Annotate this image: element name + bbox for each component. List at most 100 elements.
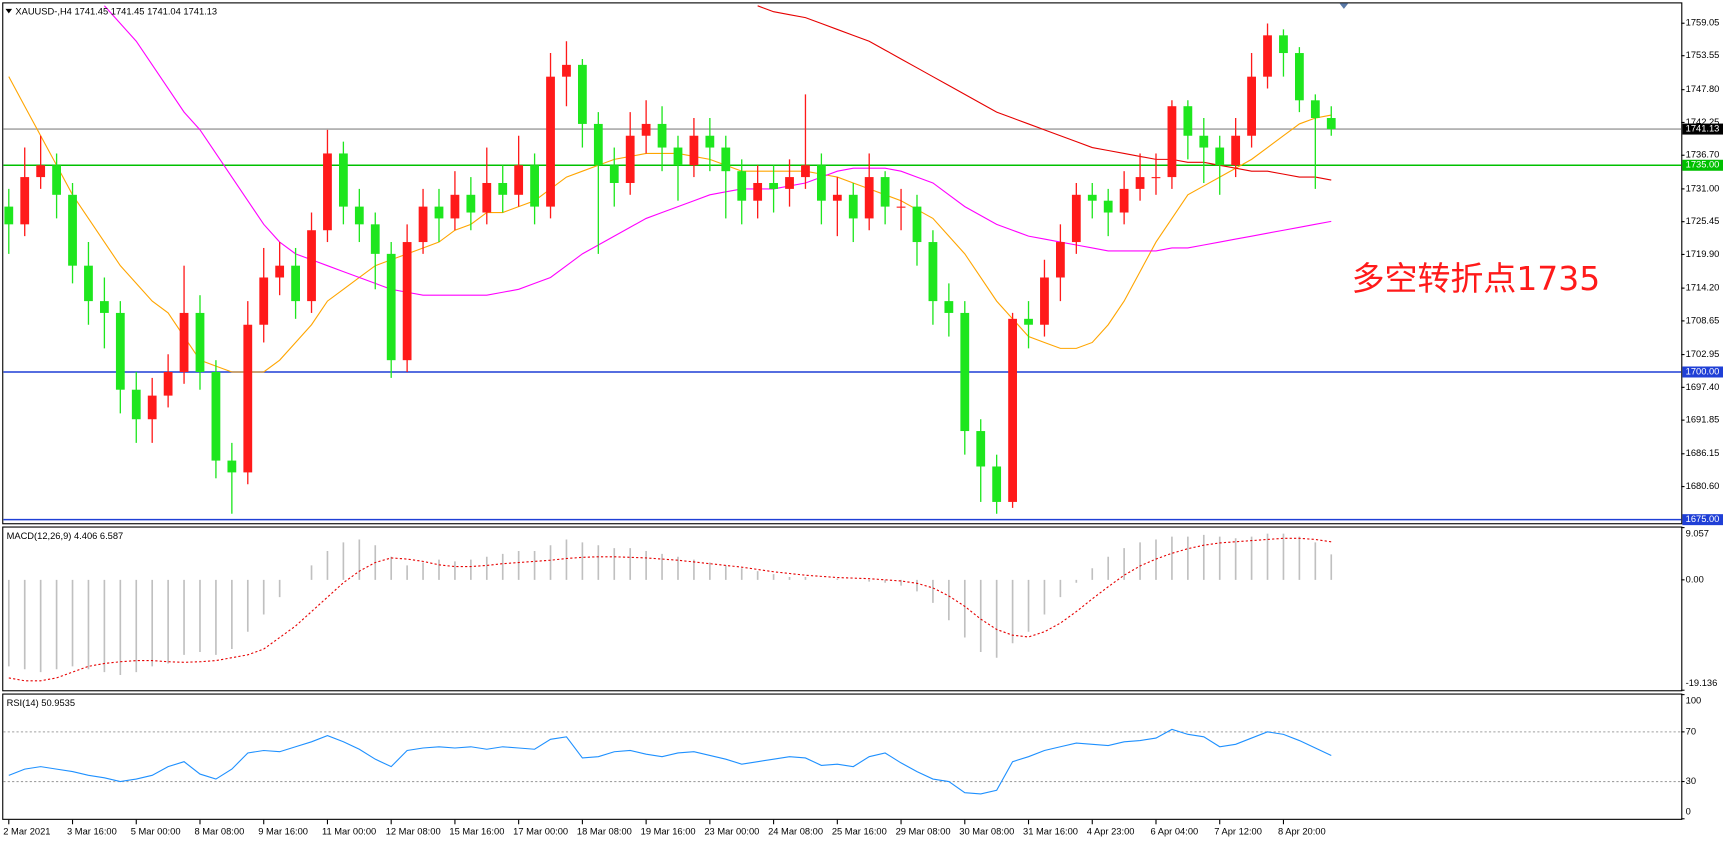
x-tick-label: 3 Mar 16:00 [67, 826, 117, 836]
rsi-line [8, 728, 1332, 795]
candle-body [880, 177, 890, 207]
candle-body [4, 206, 14, 225]
candle-body [577, 64, 587, 124]
candle-body [179, 312, 189, 372]
candle-body [769, 182, 778, 189]
candle-body [1167, 106, 1177, 178]
candle-body [546, 76, 555, 207]
y-tick-label: 1691.85 [1686, 415, 1720, 425]
level-label: 1741.13 [1686, 124, 1720, 134]
x-tick-label: 17 Mar 00:00 [513, 826, 568, 836]
candle-body [1040, 277, 1049, 325]
candle-body [1231, 135, 1241, 166]
candle-body [801, 165, 810, 178]
candle-body [354, 206, 364, 225]
candle-body [243, 324, 253, 473]
candle-body [864, 177, 874, 219]
candle-body [1135, 177, 1145, 189]
x-tick-label: 11 Mar 00:00 [322, 826, 376, 836]
candle-body [370, 224, 380, 254]
x-tick-label: 8 Apr 20:00 [1278, 826, 1326, 836]
candle-body [1263, 35, 1272, 77]
candle-body [52, 165, 61, 195]
candle-body [832, 194, 842, 201]
y-tick-label: 1742.25 [1686, 117, 1720, 127]
candle-body [386, 253, 396, 361]
candle-body [211, 371, 221, 461]
x-tick-label: 4 Apr 23:00 [1087, 826, 1135, 836]
y-tick-label: 1708.65 [1686, 315, 1720, 325]
x-tick-label: 23 Mar 00:00 [704, 826, 759, 836]
candle-body [641, 123, 651, 136]
candle-body [1087, 194, 1097, 201]
y-tick-label: 100 [1686, 696, 1702, 706]
shift-marker [1339, 3, 1349, 9]
candle-body [259, 277, 269, 325]
candle-body [785, 177, 794, 189]
candle-body [450, 194, 460, 219]
candle-body [99, 301, 109, 313]
candle-body [147, 395, 157, 420]
candle-body [944, 301, 954, 313]
moving-average [8, 76, 1332, 373]
candle-body [20, 177, 30, 225]
candle-body [227, 460, 237, 473]
candle-body [466, 194, 476, 213]
candle-body [1119, 188, 1129, 213]
candle-body [1071, 194, 1081, 243]
x-tick-label: 25 Mar 16:00 [832, 826, 887, 836]
level-label: 1675.00 [1686, 514, 1720, 524]
y-tick-label: 1702.95 [1686, 349, 1720, 359]
y-tick-label: 1747.80 [1686, 84, 1720, 94]
y-tick-label: 0.00 [1686, 574, 1704, 584]
candle-body [1215, 147, 1225, 166]
x-tick-label: 31 Mar 16:00 [1023, 826, 1078, 836]
main-plot [3, 5, 1682, 521]
macd-plot [7, 533, 1333, 682]
menu-arrow[interactable] [5, 8, 13, 14]
panel-title: RSI(14) 50.9535 [7, 698, 75, 708]
candle-body [976, 431, 986, 467]
candle-body [418, 206, 428, 243]
candle-body [195, 312, 205, 372]
x-tick-label: 6 Apr 04:00 [1150, 826, 1198, 836]
candle-body [1279, 35, 1288, 54]
x-tick-label: 29 Mar 08:00 [896, 826, 951, 836]
x-tick-label: 12 Mar 08:00 [386, 826, 441, 836]
y-tick-label: 1725.45 [1686, 216, 1720, 226]
y-tick-label: 30 [1686, 776, 1696, 786]
candle-body [338, 153, 348, 207]
candle-body [68, 194, 77, 266]
candle-body [689, 135, 699, 166]
level-label: 1735.00 [1686, 160, 1720, 170]
candle-body [434, 206, 444, 219]
y-tick-label: 0 [1686, 807, 1691, 817]
candle-body [115, 312, 125, 390]
y-tick-label: 70 [1686, 726, 1696, 736]
candle-body [753, 182, 763, 201]
y-tick-label: 1753.55 [1686, 50, 1720, 60]
candle-body [291, 265, 300, 302]
candle-body [721, 147, 731, 172]
candle-body [992, 466, 1002, 502]
candle-body [1024, 318, 1033, 325]
candle-body [131, 389, 141, 420]
level-tag [1682, 514, 1723, 526]
level-tag [1682, 159, 1723, 171]
annotation: 多空转折点1735 [1352, 259, 1601, 298]
candle-body [498, 182, 508, 195]
candle-body [36, 165, 46, 178]
candle-body [737, 171, 747, 201]
y-tick-label: 1686.15 [1686, 448, 1720, 458]
candle-body [275, 265, 285, 278]
rsi-panel-frame [2, 693, 1683, 820]
candle-body [1199, 135, 1209, 148]
y-tick-label: -19.136 [1686, 678, 1718, 688]
candle-body [1310, 100, 1320, 119]
x-tick-label: 15 Mar 16:00 [449, 826, 504, 836]
x-tick-label: 24 Mar 08:00 [768, 826, 823, 836]
x-tick-label: 5 Mar 00:00 [131, 826, 181, 836]
candle-body [402, 242, 412, 361]
